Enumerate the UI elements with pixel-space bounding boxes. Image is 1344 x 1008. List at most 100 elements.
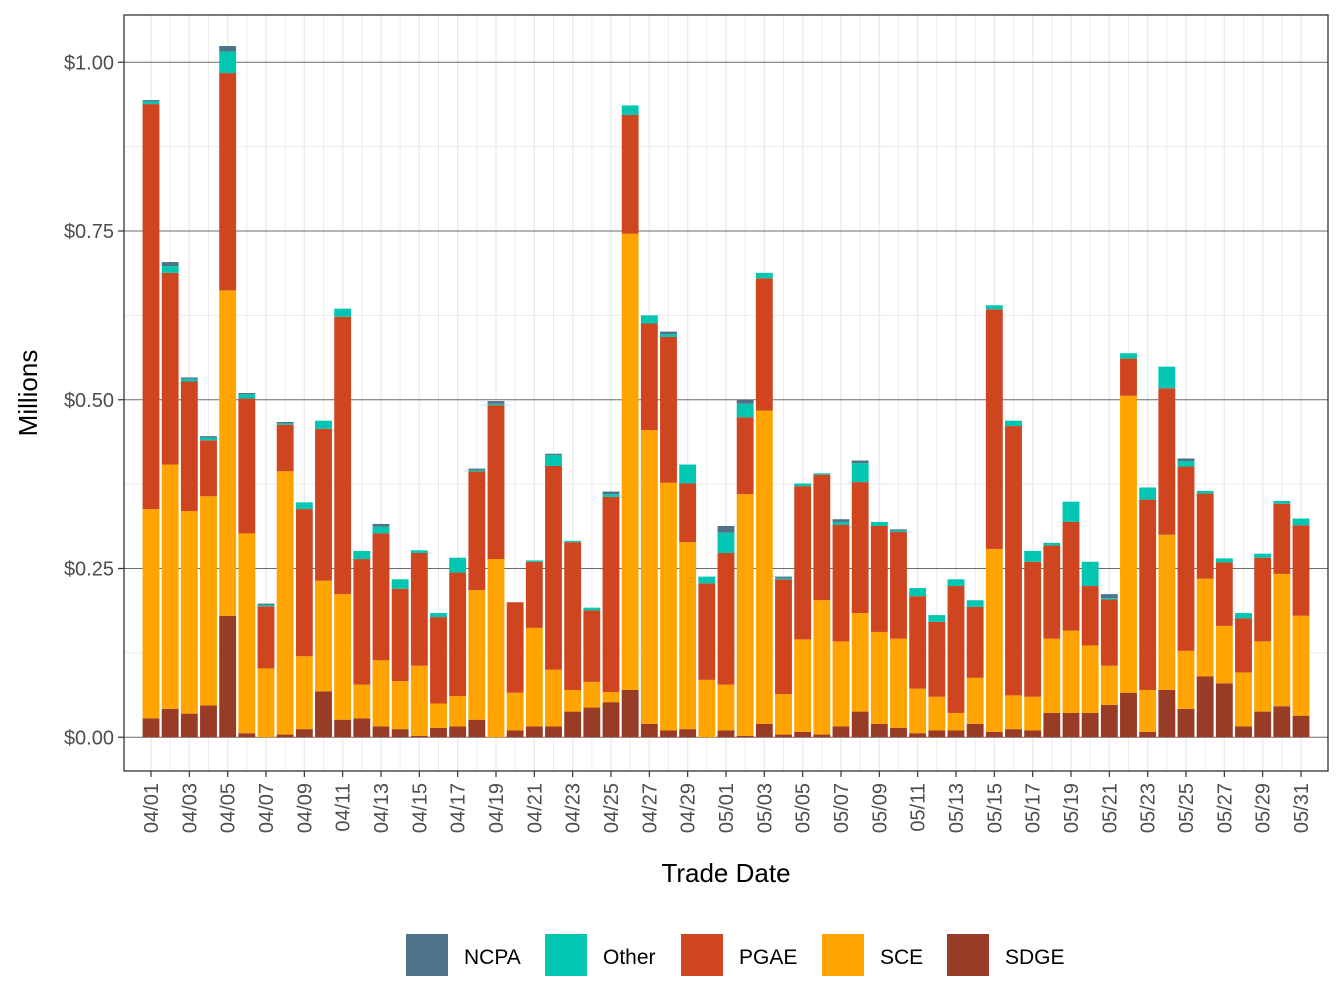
bar-segment-other-04-19	[487, 403, 505, 406]
bar-segment-pgae-05-10	[890, 532, 907, 639]
bar-segment-other-05-09	[870, 521, 888, 526]
bar-segment-sce-04-23	[564, 690, 582, 712]
bar-segment-pgae-04-03	[180, 381, 198, 512]
bar-segment-pgae-05-12	[928, 621, 946, 697]
bar-segment-sce-05-05	[794, 639, 812, 732]
legend-key-ncpa	[406, 934, 448, 976]
x-tick-label: 04/17	[448, 783, 470, 833]
bar-segment-sce-04-05	[219, 290, 237, 616]
x-tick-label: 05/23	[1138, 783, 1160, 833]
bar-segment-other-05-08	[851, 463, 869, 483]
bar-segment-sdge-04-01	[142, 718, 160, 738]
bar-segment-other-05-05	[794, 483, 812, 487]
bar-segment-other-04-11	[334, 308, 352, 317]
bar-segment-pgae-04-10	[315, 428, 332, 581]
x-tick-label: 04/25	[601, 783, 623, 833]
bar-segment-ncpa-04-04	[200, 436, 217, 438]
x-tick-label: 04/09	[294, 783, 316, 833]
x-tick-label: 04/21	[524, 783, 546, 833]
bar-segment-sdge-05-20	[1081, 712, 1099, 738]
bar-segment-sce-04-09	[295, 656, 313, 730]
legend-label-sce: SCE	[880, 946, 923, 969]
bar-segment-other-05-15	[985, 305, 1003, 310]
bar-segment-sce-05-02	[736, 494, 754, 736]
x-tick-label: 05/21	[1099, 783, 1121, 833]
x-tick-label: 04/01	[141, 783, 163, 833]
x-tick-label: 04/15	[409, 783, 431, 833]
bar-segment-other-05-21	[1100, 598, 1118, 600]
x-tick-label: 04/03	[179, 783, 201, 833]
bar-segment-other-04-12	[353, 550, 371, 560]
bar-segment-other-04-05	[219, 51, 237, 74]
bar-segment-sdge-04-05	[219, 615, 237, 738]
bar-segment-sce-04-28	[660, 482, 677, 731]
bar-segment-sdge-05-31	[1292, 715, 1310, 738]
bar-segment-pgae-04-26	[621, 114, 639, 234]
bar-segment-pgae-04-17	[449, 572, 467, 697]
bar-segment-sce-04-16	[430, 703, 447, 728]
bar-segment-sdge-04-04	[200, 705, 217, 738]
bar-segment-other-04-13	[372, 526, 390, 534]
bar-segment-sce-04-18	[468, 590, 486, 720]
x-tick-label: 04/23	[563, 783, 585, 833]
bar-segment-other-05-13	[947, 579, 965, 587]
bar-segment-sce-04-12	[353, 684, 371, 719]
x-tick-label: 05/25	[1176, 783, 1198, 833]
bar-segment-sce-04-25	[602, 692, 620, 703]
bar-segment-sce-05-19	[1062, 630, 1080, 713]
bar-segment-other-05-01	[717, 532, 735, 553]
bar-segment-sce-05-06	[813, 600, 831, 735]
bar-segment-sdge-05-05	[794, 731, 812, 738]
bar-segment-pgae-05-19	[1062, 521, 1080, 631]
bar-segment-pgae-05-14	[966, 606, 984, 678]
bar-segment-pgae-05-30	[1273, 503, 1291, 574]
bar-segment-sdge-05-08	[851, 711, 869, 738]
bar-segment-other-04-01	[142, 101, 160, 105]
bar-segment-sdge-05-16	[1005, 729, 1022, 738]
bar-segment-pgae-05-09	[870, 525, 888, 632]
bar-segment-pgae-04-04	[200, 440, 217, 497]
bar-segment-sce-05-26	[1196, 578, 1214, 677]
bar-segment-pgae-05-21	[1100, 599, 1118, 666]
bar-segment-sce-04-14	[391, 681, 409, 730]
bar-segment-sce-05-30	[1273, 573, 1291, 707]
bar-segment-pgae-04-20	[506, 602, 524, 693]
bar-segment-pgae-04-24	[583, 610, 601, 682]
bar-segment-sdge-04-11	[334, 719, 352, 738]
bar-segment-sce-04-06	[238, 533, 256, 734]
legend-label-other: Other	[603, 946, 656, 969]
bars-layer	[142, 46, 1310, 738]
bar-segment-pgae-05-13	[947, 586, 965, 713]
bar-segment-sdge-04-14	[391, 729, 409, 738]
bar-segment-pgae-05-22	[1120, 358, 1137, 396]
bar-segment-other-04-03	[180, 378, 198, 382]
legend-key-sce	[822, 934, 864, 976]
x-tick-label: 05/29	[1253, 783, 1275, 833]
bar-segment-other-04-15	[410, 550, 428, 553]
bar-segment-other-05-17	[1024, 550, 1042, 562]
bar-segment-sdge-04-18	[468, 719, 486, 738]
bar-segment-sdge-04-26	[621, 690, 639, 738]
bar-segment-ncpa-04-22	[545, 453, 562, 456]
bar-segment-ncpa-04-08	[276, 422, 294, 424]
bar-segment-pgae-04-07	[257, 606, 275, 669]
bar-segment-other-04-23	[564, 540, 582, 543]
bar-segment-sce-05-20	[1081, 645, 1099, 713]
bar-segment-sce-05-27	[1215, 625, 1233, 684]
bar-segment-sdge-04-15	[410, 735, 428, 738]
bar-segment-other-04-29	[679, 464, 697, 484]
bar-segment-sdge-05-10	[890, 727, 907, 738]
bar-segment-pgae-04-22	[545, 465, 562, 670]
bar-segment-pgae-04-15	[410, 552, 428, 666]
bar-segment-other-05-24	[1158, 366, 1176, 389]
x-tick-label: 05/09	[869, 783, 891, 833]
bar-segment-other-05-25	[1177, 461, 1195, 467]
bar-segment-pgae-05-18	[1043, 545, 1061, 639]
bar-segment-sdge-05-23	[1139, 731, 1157, 738]
bar-segment-ncpa-05-25	[1177, 458, 1195, 462]
bar-segment-sdge-05-29	[1254, 711, 1272, 738]
bar-segment-sdge-05-25	[1177, 708, 1195, 738]
bar-segment-sdge-04-20	[506, 730, 524, 738]
bar-segment-pgae-04-05	[219, 73, 237, 291]
